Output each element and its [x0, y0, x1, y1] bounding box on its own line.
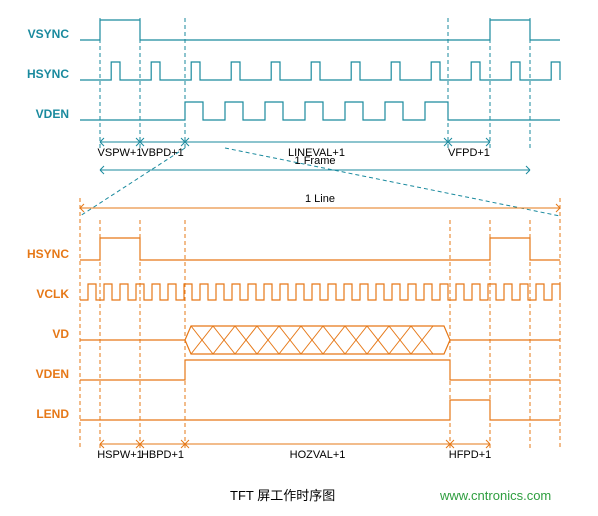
svg-text:HSPW+1: HSPW+1: [97, 449, 143, 461]
svg-text:VDEN: VDEN: [36, 367, 69, 381]
svg-text:HOZVAL+1: HOZVAL+1: [290, 449, 346, 461]
svg-text:1 Line: 1 Line: [305, 193, 335, 205]
watermark: www.cntronics.com: [440, 488, 551, 503]
svg-text:HSYNC: HSYNC: [27, 67, 69, 81]
svg-text:HBPD+1: HBPD+1: [141, 449, 184, 461]
svg-text:VD: VD: [52, 327, 69, 341]
svg-text:HSYNC: HSYNC: [27, 247, 69, 261]
svg-text:VCLK: VCLK: [36, 287, 69, 301]
svg-text:HFPD+1: HFPD+1: [449, 449, 492, 461]
timing-diagram: VSYNCHSYNCVDENVSPW+1VBPD+1LINEVAL+1VFPD+…: [0, 0, 598, 516]
svg-text:VDEN: VDEN: [36, 107, 69, 121]
svg-text:LEND: LEND: [36, 407, 69, 421]
svg-text:VSPW+1: VSPW+1: [98, 147, 143, 159]
caption: TFT 屏工作时序图: [230, 485, 335, 504]
svg-text:VSYNC: VSYNC: [28, 27, 70, 41]
svg-text:VFPD+1: VFPD+1: [448, 147, 490, 159]
svg-text:1 Frame: 1 Frame: [295, 155, 336, 167]
